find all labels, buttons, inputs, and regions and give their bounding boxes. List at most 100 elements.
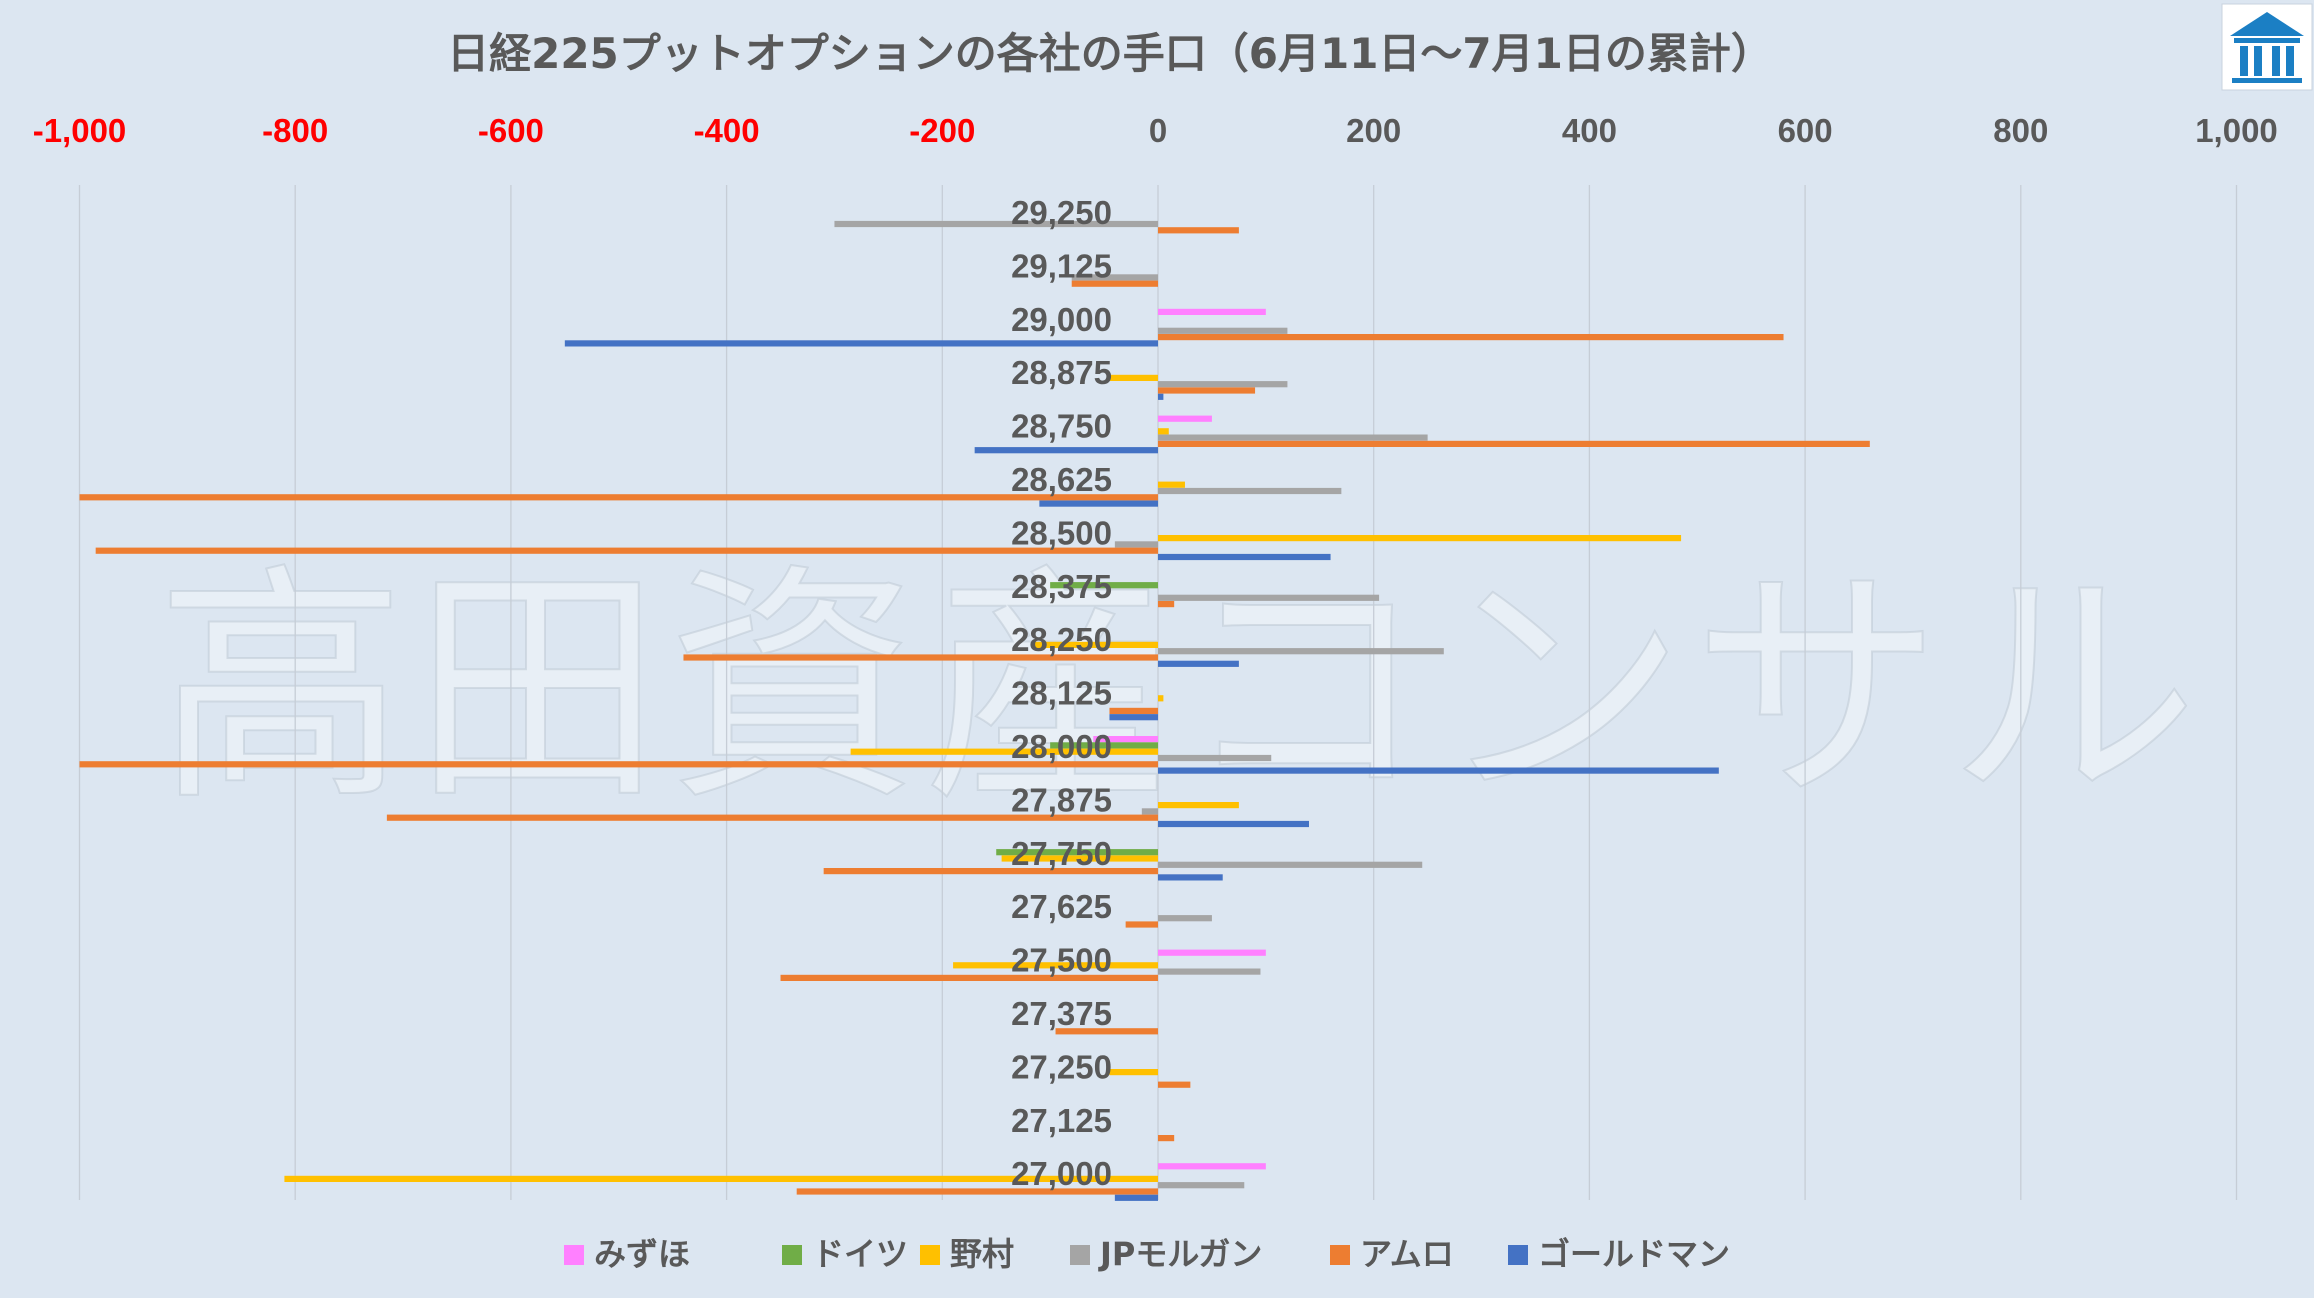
- bar: [834, 220, 1158, 228]
- bar: [1158, 428, 1169, 435]
- legend-label: ゴールドマン: [1538, 1235, 1730, 1273]
- bar: [1114, 1194, 1158, 1201]
- bar: [1158, 327, 1288, 334]
- bar: [1158, 553, 1331, 561]
- x-tick-label: 1,000: [2195, 112, 2278, 149]
- bar: [1158, 227, 1239, 234]
- bar: [850, 748, 1158, 755]
- category-label: 29,250: [1011, 194, 1112, 231]
- x-tick-label: -600: [478, 112, 544, 149]
- bar: [1158, 1182, 1245, 1189]
- category-label: 27,625: [1011, 888, 1112, 925]
- bar: [1158, 308, 1266, 315]
- legend-label: みずほ: [594, 1235, 690, 1273]
- bar: [1141, 808, 1158, 815]
- bar: [1158, 754, 1272, 762]
- bar: [974, 447, 1158, 454]
- bar: [1109, 714, 1158, 721]
- bar: [1158, 802, 1239, 809]
- category-label: 28,125: [1011, 675, 1112, 712]
- category-label: 28,625: [1011, 461, 1112, 498]
- bar: [823, 868, 1158, 875]
- bar: [1158, 767, 1719, 774]
- bar: [996, 849, 1158, 856]
- bar: [780, 974, 1158, 981]
- bar: [1158, 434, 1428, 441]
- legend-swatch: [564, 1245, 584, 1265]
- building-icon: [2230, 12, 2304, 83]
- x-tick-label: -1,000: [33, 112, 127, 149]
- legend-swatch: [1508, 1245, 1528, 1265]
- bar: [1158, 387, 1256, 394]
- category-label: 28,000: [1011, 728, 1112, 765]
- bar: [1109, 707, 1158, 714]
- bar: [1158, 915, 1212, 922]
- bar: [1158, 481, 1185, 488]
- bar: [1033, 641, 1158, 648]
- bar: [1071, 274, 1158, 281]
- bar: [1158, 1135, 1175, 1142]
- bar: [1158, 968, 1261, 975]
- bar: [1071, 280, 1158, 287]
- bar: [1158, 648, 1444, 655]
- category-label: 28,750: [1011, 408, 1112, 445]
- bar: [1093, 736, 1158, 743]
- bar: [1055, 1028, 1158, 1035]
- bar: [1158, 535, 1682, 542]
- legend-label: 野村: [950, 1235, 1014, 1273]
- x-tick-label: 600: [1778, 112, 1833, 149]
- bar: [683, 654, 1158, 661]
- bar: [1158, 695, 1164, 702]
- category-label: 27,875: [1011, 781, 1112, 818]
- bar: [1109, 374, 1158, 381]
- category-label: 27,375: [1011, 995, 1112, 1032]
- bar: [1125, 921, 1158, 928]
- x-tick-label: 800: [1993, 112, 2048, 149]
- bar: [1158, 1163, 1266, 1170]
- category-label: 29,000: [1011, 301, 1112, 338]
- bar: [1109, 1069, 1158, 1076]
- x-tick-label: 200: [1346, 112, 1401, 149]
- category-label: 29,125: [1011, 247, 1112, 284]
- bar: [1050, 582, 1158, 589]
- bar: [79, 761, 1158, 768]
- watermark: 高田資産コンサル: [156, 543, 2204, 834]
- bar: [1158, 594, 1380, 601]
- bar: [796, 1188, 1158, 1195]
- bar: [1158, 334, 1784, 341]
- legend-swatch: [1330, 1245, 1350, 1265]
- bar: [1114, 541, 1158, 548]
- category-label: 28,375: [1011, 568, 1112, 605]
- bar: [1158, 381, 1288, 388]
- category-label: 27,000: [1011, 1155, 1112, 1192]
- bar: [1158, 820, 1309, 828]
- category-label: 27,250: [1011, 1048, 1112, 1085]
- bar: [1158, 1081, 1191, 1088]
- legend-label: ドイツ: [812, 1235, 908, 1273]
- bar: [1158, 393, 1164, 400]
- bar: [564, 340, 1158, 347]
- category-label: 27,500: [1011, 942, 1112, 979]
- legend-swatch: [782, 1245, 802, 1265]
- category-label: 28,250: [1011, 621, 1112, 658]
- bar: [1158, 487, 1342, 495]
- bar: [1158, 601, 1175, 608]
- legend-swatch: [1070, 1245, 1090, 1265]
- category-label: 27,125: [1011, 1102, 1112, 1139]
- bar: [1039, 500, 1158, 507]
- category-label: 28,875: [1011, 354, 1112, 391]
- legend-label: JPモルガン: [1098, 1235, 1262, 1273]
- bar: [1158, 415, 1212, 422]
- bar: [1158, 949, 1266, 956]
- legend-swatch: [920, 1245, 940, 1265]
- bar: [1158, 440, 1870, 447]
- chart-title: 日経225プットオプションの各社の手口（6月11日〜7月1日の累計）: [447, 29, 1773, 78]
- x-tick-label: 0: [1149, 112, 1167, 149]
- x-tick-label: -800: [262, 112, 328, 149]
- bar: [953, 962, 1158, 969]
- bar: [386, 814, 1158, 821]
- bar: [1158, 660, 1239, 667]
- x-tick-label: -400: [694, 112, 760, 149]
